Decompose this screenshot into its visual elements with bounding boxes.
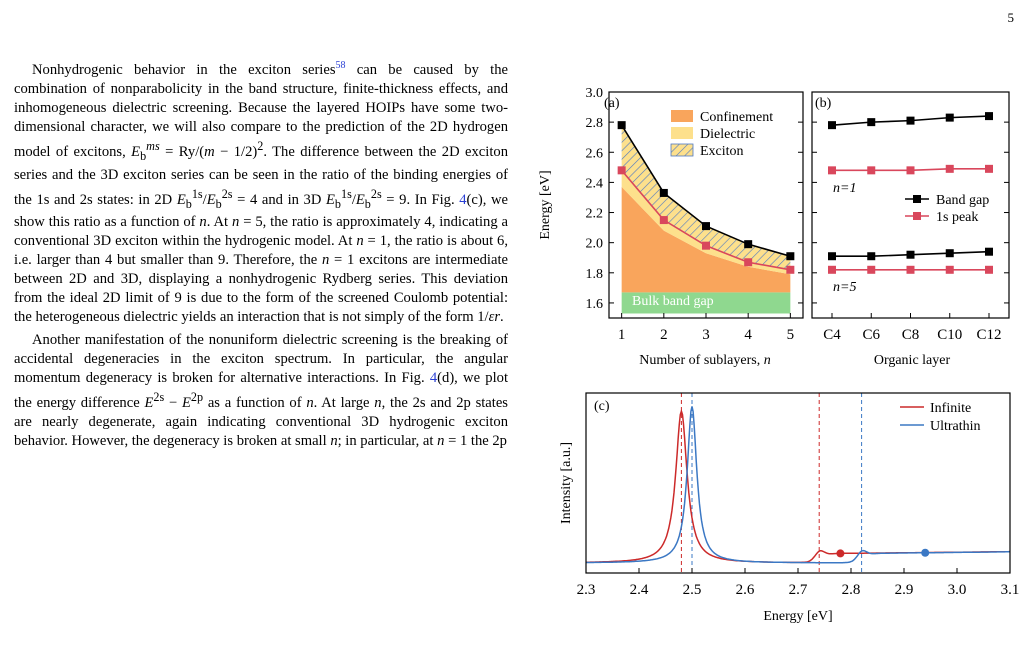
y-tick-label: 2.6 [586, 146, 604, 161]
x-tick-label: 2.3 [577, 582, 596, 598]
y-tick-label: 2.0 [586, 237, 604, 252]
series-point [985, 247, 993, 256]
band-gap-point [786, 252, 795, 261]
series-point [828, 121, 836, 130]
1s-peak-point [786, 265, 795, 274]
spectrum-ultrathin [586, 406, 1010, 564]
legend-label-dielectric: Dielectric [700, 127, 755, 142]
page-number: 5 [1007, 10, 1015, 25]
x-tick-label: C10 [937, 327, 962, 343]
x-tick-label: 2.5 [683, 582, 702, 598]
bulk-band-gap-area [621, 292, 791, 314]
marker-ultrathin [921, 548, 930, 557]
legend-label-confinement: Confinement [700, 110, 773, 125]
legend-label-band-gap: Band gap [936, 193, 989, 208]
x-tick-label: C4 [823, 327, 841, 343]
series-point [906, 250, 915, 259]
band-gap-point [702, 222, 710, 231]
y-tick-label: 2.4 [586, 176, 604, 191]
figure-4: (a) 1.6 1.8 2.0 2.2 2.4 2.6 2.8 3.0 1 2 3 4 5 Number… [538, 86, 1020, 624]
series-point [828, 252, 836, 261]
series-point [906, 116, 915, 125]
legend-swatch-confinement [671, 110, 693, 122]
y-tick-label: 2.2 [586, 207, 604, 222]
series-point [945, 265, 954, 274]
panel-b-label: (b) [815, 96, 832, 111]
series-point [828, 265, 836, 274]
marker-infinite [836, 549, 845, 558]
x-axis-label-a: Number of sublayers, n [639, 353, 770, 368]
x-axis-label-b: Organic layer [874, 353, 951, 368]
series-point [828, 166, 836, 175]
series-point [867, 265, 876, 274]
x-tick-label: C6 [862, 327, 880, 343]
x-tick-label: 2.8 [842, 582, 861, 598]
1s-peak-point [702, 241, 710, 250]
legend-label-1s-peak: 1s peak [936, 210, 978, 225]
panel-a: (a) 1.6 1.8 2.0 2.2 2.4 2.6 2.8 3.0 1 2 3 4 5 Number… [538, 86, 804, 368]
panel-c: (c) 2.3 2.4 2.5 2.6 2.7 2.8 2.9 3.0 3.1 Energy [… [559, 392, 1020, 624]
series-point [945, 249, 954, 258]
series-point [867, 166, 876, 175]
panel-b: (b) C4 C6 C8 C10 C12 Organic layer n=1 n=5 B… [811, 91, 1010, 368]
panel-a-label: (a) [604, 96, 620, 111]
x-tick-label: 2.6 [736, 582, 755, 598]
legend-label-exciton: Exciton [700, 144, 744, 159]
series-point [906, 265, 915, 274]
y-tick-label: 3.0 [586, 86, 604, 101]
text-column: Nonhydrogenic behavior in the exciton se… [14, 56, 508, 451]
legend-a: Confinement Dielectric Exciton [670, 110, 773, 159]
y-tick-label: 1.6 [586, 297, 604, 312]
x-tick-label: 3.1 [1001, 582, 1020, 598]
1s-peak-point [744, 258, 753, 267]
series-point [985, 164, 993, 173]
x-tick-label: C12 [976, 327, 1001, 343]
annotation-n1: n=1 [833, 181, 856, 196]
series-point [867, 252, 876, 261]
annotation-n5: n=5 [833, 280, 856, 295]
series-point [906, 166, 915, 175]
series-point [945, 113, 954, 122]
paragraph: Nonhydrogenic behavior in the exciton se… [14, 60, 509, 326]
legend-swatch-exciton [670, 143, 694, 157]
band-gap-point [617, 121, 626, 130]
x-tick-label: 1 [618, 327, 626, 343]
x-tick-label: 2.9 [895, 582, 914, 598]
legend-marker-1s-peak [913, 212, 921, 220]
series-point [985, 265, 993, 274]
legend-marker-band-gap [913, 195, 921, 203]
1s-peak-point [617, 166, 626, 175]
legend-label-ultrathin: Ultrathin [930, 419, 981, 434]
y-tick-label: 2.8 [586, 116, 604, 131]
x-axis-label-c: Energy [eV] [763, 609, 832, 624]
series-point [945, 164, 954, 173]
y-axis-label-c: Intensity [a.u.] [559, 442, 574, 524]
x-tick-label: 2.7 [789, 582, 808, 598]
x-tick-label: 2.4 [630, 582, 649, 598]
legend-label-infinite: Infinite [930, 401, 971, 416]
legend-b: Band gap 1s peak [905, 193, 989, 225]
x-tick-label: 3.0 [948, 582, 967, 598]
paragraph: Another manifestation of the nonuniform … [14, 332, 509, 450]
exciton-area [621, 125, 791, 270]
panel-c-label: (c) [594, 399, 610, 414]
band-gap-point [659, 188, 668, 197]
1s-peak-point [659, 216, 668, 225]
y-axis-label-a: Energy [eV] [538, 170, 553, 239]
confinement-area [621, 186, 791, 293]
x-tick-label: 4 [744, 327, 752, 343]
y-tick-label: 1.8 [586, 267, 604, 282]
bulk-band-gap-label: Bulk band gap [632, 294, 714, 309]
series-point [985, 112, 993, 121]
x-tick-label: 2 [660, 327, 668, 343]
series-point [867, 118, 876, 127]
x-tick-label: 5 [787, 327, 795, 343]
x-tick-label: C8 [902, 327, 920, 343]
x-tick-label: 3 [702, 327, 710, 343]
band-gap-point [744, 240, 753, 249]
legend-c: Infinite Ultrathin [900, 401, 981, 434]
legend-swatch-dielectric [671, 127, 693, 139]
